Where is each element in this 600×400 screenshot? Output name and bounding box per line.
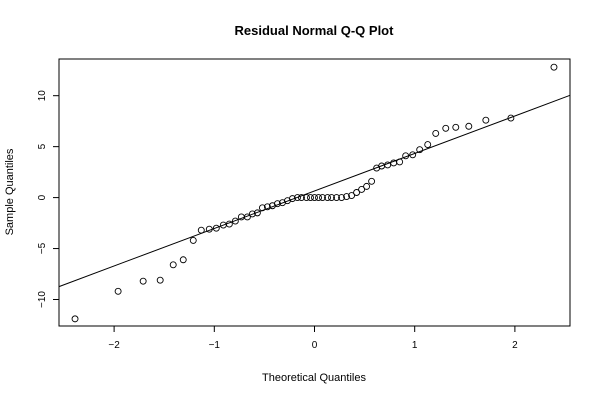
data-point bbox=[139, 277, 147, 285]
data-point bbox=[303, 194, 310, 202]
y-axis-label: Sample Quantiles bbox=[4, 148, 16, 235]
data-point bbox=[205, 225, 213, 233]
data-point bbox=[315, 194, 322, 202]
data-point bbox=[550, 63, 558, 71]
y-tick-label: −10 bbox=[37, 291, 48, 308]
y-tick-label: 5 bbox=[37, 143, 48, 149]
data-point bbox=[328, 194, 335, 202]
y-tick-label: −5 bbox=[37, 242, 48, 254]
data-point bbox=[189, 236, 197, 244]
data-point bbox=[319, 194, 326, 202]
data-point bbox=[71, 315, 79, 323]
data-point bbox=[156, 276, 164, 284]
data-point bbox=[114, 287, 122, 295]
data-point bbox=[348, 192, 356, 200]
plot-area-frame bbox=[58, 58, 571, 327]
x-tick-label: −1 bbox=[209, 340, 221, 351]
y-tick-label: 0 bbox=[37, 194, 48, 200]
x-tick-label: 1 bbox=[412, 340, 418, 351]
data-point bbox=[273, 200, 281, 208]
data-point bbox=[452, 123, 460, 131]
data-point bbox=[237, 213, 245, 221]
data-point bbox=[253, 209, 261, 217]
data-point bbox=[298, 194, 305, 202]
data-point bbox=[263, 203, 271, 211]
data-point bbox=[396, 158, 404, 166]
data-point bbox=[307, 194, 314, 202]
data-point bbox=[231, 217, 239, 225]
data-point bbox=[248, 210, 256, 218]
data-point bbox=[416, 146, 424, 154]
data-point bbox=[212, 224, 220, 232]
data-point bbox=[324, 194, 331, 202]
data-point bbox=[424, 141, 432, 149]
data-point bbox=[353, 189, 361, 196]
chart-title: Residual Normal Q-Q Plot bbox=[235, 23, 395, 38]
data-point bbox=[482, 116, 490, 124]
data-points bbox=[71, 63, 558, 323]
data-point bbox=[338, 194, 346, 202]
data-point bbox=[289, 195, 296, 203]
data-point bbox=[384, 161, 392, 169]
data-point bbox=[333, 194, 340, 202]
data-point bbox=[442, 124, 450, 132]
data-point bbox=[197, 226, 205, 234]
data-point bbox=[343, 193, 351, 201]
data-point bbox=[258, 204, 266, 212]
x-tick-label: 2 bbox=[512, 340, 518, 351]
x-axis: −2 −1 0 1 2 bbox=[108, 326, 518, 351]
data-point bbox=[358, 185, 366, 193]
x-tick-label: 0 bbox=[312, 340, 318, 351]
data-point bbox=[311, 194, 318, 202]
y-axis: −10 −5 0 5 10 bbox=[37, 90, 59, 308]
data-point bbox=[225, 220, 233, 228]
qq-reference-line bbox=[58, 94, 571, 288]
data-point bbox=[179, 256, 187, 264]
data-point bbox=[169, 261, 177, 269]
data-point bbox=[507, 114, 515, 122]
data-point bbox=[432, 129, 440, 137]
data-point bbox=[465, 122, 473, 130]
x-tick-label: −2 bbox=[108, 340, 120, 351]
x-axis-label: Theoretical Quantiles bbox=[262, 372, 366, 384]
data-point bbox=[409, 151, 417, 159]
data-point bbox=[294, 194, 301, 202]
data-point bbox=[402, 152, 410, 160]
data-point bbox=[243, 213, 251, 221]
reference-line-group bbox=[58, 94, 571, 288]
y-tick-label: 10 bbox=[37, 90, 48, 102]
data-point bbox=[363, 182, 371, 190]
data-point bbox=[368, 177, 376, 185]
